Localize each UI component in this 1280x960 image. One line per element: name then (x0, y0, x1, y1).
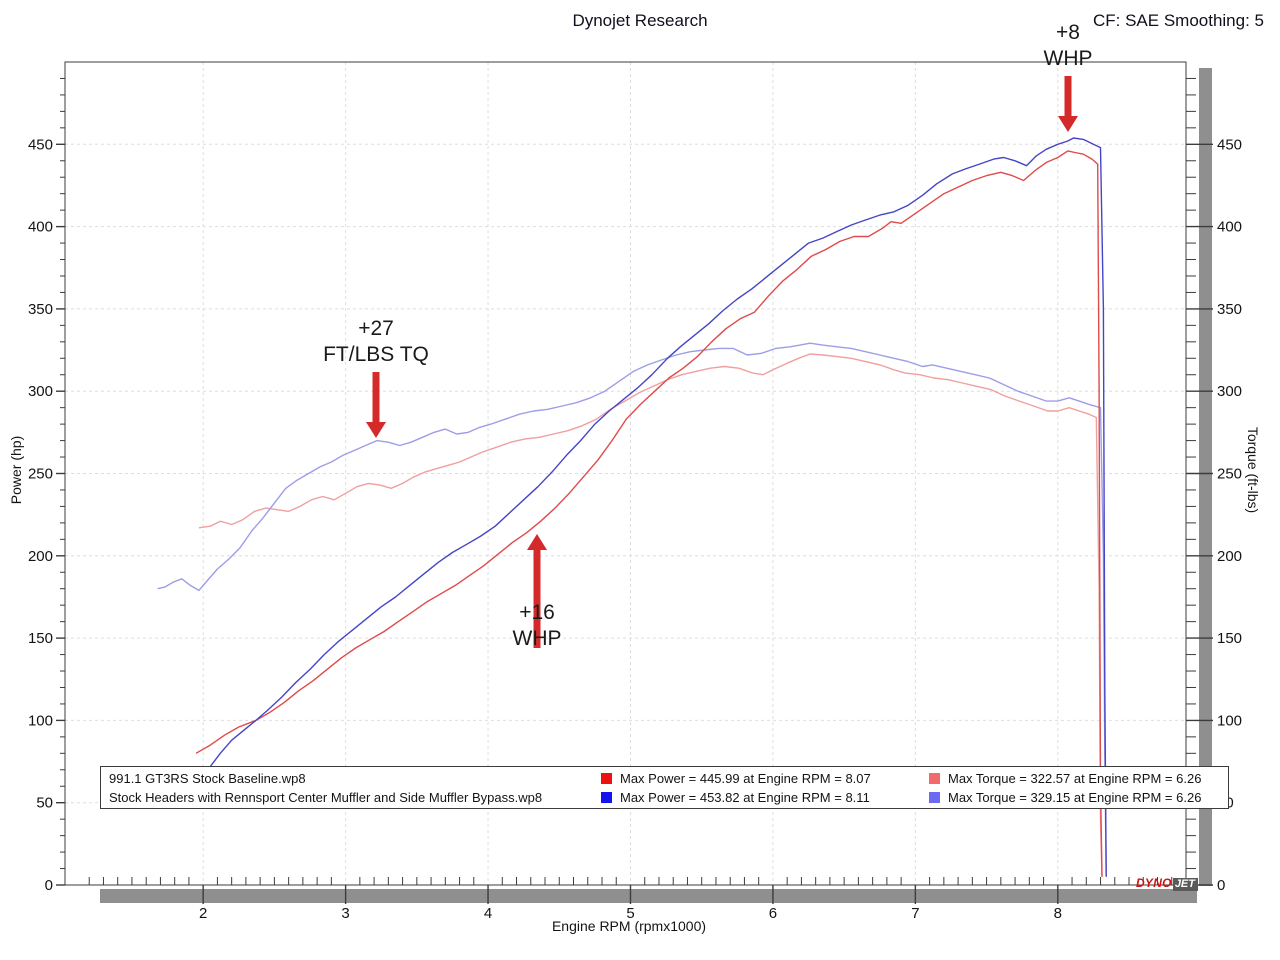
annotation-arrow-head (527, 534, 547, 550)
legend-row-baseline: 991.1 GT3RS Stock Baseline.wp8 Max Power… (101, 769, 1228, 788)
annotation-text: +8 WHP (1043, 21, 1093, 70)
x-tick-label: 8 (1054, 905, 1062, 922)
y-tick-label-right: 400 (1217, 219, 1242, 236)
legend-max-power: Max Power = 445.99 at Engine RPM = 8.07 (620, 771, 871, 786)
legend-box: 991.1 GT3RS Stock Baseline.wp8 Max Power… (100, 766, 1229, 809)
legend-row-modified: Stock Headers with Rennsport Center Muff… (101, 788, 1228, 807)
power-color-swatch (601, 792, 612, 803)
y-tick-label-right: 350 (1217, 301, 1242, 318)
y-tick-label-right: 300 (1217, 383, 1242, 400)
x-tick-label: 2 (199, 905, 207, 922)
right-axis-title: Torque (ft-lbs) (1245, 426, 1261, 514)
x-tick-label: 6 (769, 905, 777, 922)
left-axis-title: Power (hp) (8, 435, 24, 505)
legend-max-power: Max Power = 453.82 at Engine RPM = 8.11 (620, 790, 870, 805)
dynojet-logo: DYNO JET (1120, 874, 1198, 892)
legend-run-name: Stock Headers with Rennsport Center Muff… (109, 790, 543, 805)
power-color-swatch (601, 773, 612, 784)
dynojet-logo-jet: JET (1172, 878, 1198, 891)
annotation-arrow-head (366, 422, 386, 438)
y-tick-label-left: 50 (36, 795, 53, 812)
y-tick-label-right: 150 (1217, 630, 1242, 647)
legend-run-name: 991.1 GT3RS Stock Baseline.wp8 (109, 771, 306, 786)
y-tick-label-left: 250 (28, 466, 53, 483)
annotation-arrow-head (1058, 116, 1078, 132)
y-tick-label-left: 100 (28, 712, 53, 729)
annotation-text: +16 WHP (512, 601, 562, 650)
y-tick-label-right: 0 (1217, 877, 1225, 894)
y-tick-label-left: 200 (28, 548, 53, 565)
x-axis-title: Engine RPM (rpmx1000) (551, 918, 707, 934)
correction-smoothing-label: CF: SAE Smoothing: 5 (1092, 11, 1264, 30)
y-tick-label-left: 450 (28, 136, 53, 153)
annotation-text: +27 FT/LBS TQ (323, 317, 429, 366)
y-tick-label-left: 400 (28, 219, 53, 236)
plot-border (64, 61, 1187, 886)
y-tick-label-left: 150 (28, 630, 53, 647)
legend-max-torque: Max Torque = 329.15 at Engine RPM = 6.26 (948, 790, 1202, 805)
torque-color-swatch (929, 773, 940, 784)
vertical-zoom-scrollbar[interactable] (1199, 68, 1212, 886)
torque-color-swatch (929, 792, 940, 803)
y-tick-label-right: 200 (1217, 548, 1242, 565)
legend-max-torque: Max Torque = 322.57 at Engine RPM = 6.26 (948, 771, 1202, 786)
horizontal-zoom-scrollbar[interactable] (100, 889, 1197, 903)
y-tick-label-right: 250 (1217, 466, 1242, 483)
y-tick-label-left: 350 (28, 301, 53, 318)
dynojet-logo-dyno: DYNO (1135, 876, 1172, 890)
y-tick-label-right: 450 (1217, 136, 1242, 153)
x-tick-label: 4 (484, 905, 492, 922)
y-tick-label-left: 0 (45, 877, 53, 894)
y-tick-label-right: 100 (1217, 712, 1242, 729)
y-tick-label-left: 300 (28, 383, 53, 400)
x-tick-label: 3 (341, 905, 349, 922)
x-tick-label: 7 (911, 905, 919, 922)
chart-title: Dynojet Research (572, 11, 708, 30)
